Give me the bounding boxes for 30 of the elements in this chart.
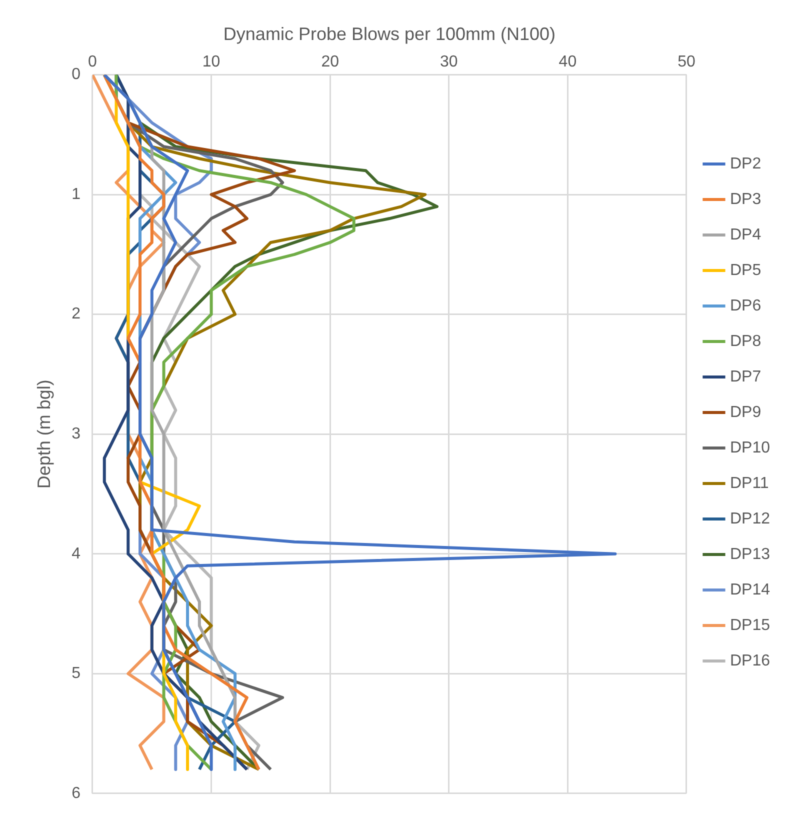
y-tick-label: 6	[72, 784, 81, 802]
legend-label: DP6	[730, 297, 762, 314]
x-tick-label: 10	[202, 54, 220, 71]
legend-label: DP12	[730, 510, 770, 528]
legend-label: DP2	[730, 155, 762, 172]
x-axis-title: Dynamic Probe Blows per 100mm (N100)	[223, 24, 556, 44]
legend-label: DP10	[730, 439, 770, 456]
legend-label: DP3	[730, 190, 762, 208]
legend-label: DP11	[730, 474, 769, 492]
legend-label: DP13	[730, 546, 770, 563]
x-tick-label: 0	[88, 54, 98, 71]
legend-label: DP9	[730, 404, 762, 421]
x-tick-label: 20	[321, 54, 340, 71]
x-tick-label: 30	[440, 54, 458, 71]
y-axis-title: Depth (m bgl)	[34, 380, 54, 489]
legend-label: DP5	[730, 262, 762, 279]
legend-label: DP7	[730, 368, 762, 386]
y-tick-label: 4	[72, 545, 81, 562]
y-tick-label: 2	[72, 306, 81, 323]
legend-label: DP14	[730, 581, 770, 598]
legend-label: DP8	[730, 332, 762, 350]
y-tick-label: 1	[72, 186, 81, 203]
y-tick-label: 5	[72, 665, 81, 682]
legend-label: DP16	[730, 652, 770, 670]
legend-label: DP15	[730, 616, 770, 634]
y-tick-label: 3	[72, 426, 81, 443]
x-tick-label: 50	[678, 54, 696, 71]
y-tick-label: 0	[72, 66, 81, 84]
x-tick-label: 40	[558, 54, 577, 71]
legend-label: DP4	[730, 226, 762, 244]
